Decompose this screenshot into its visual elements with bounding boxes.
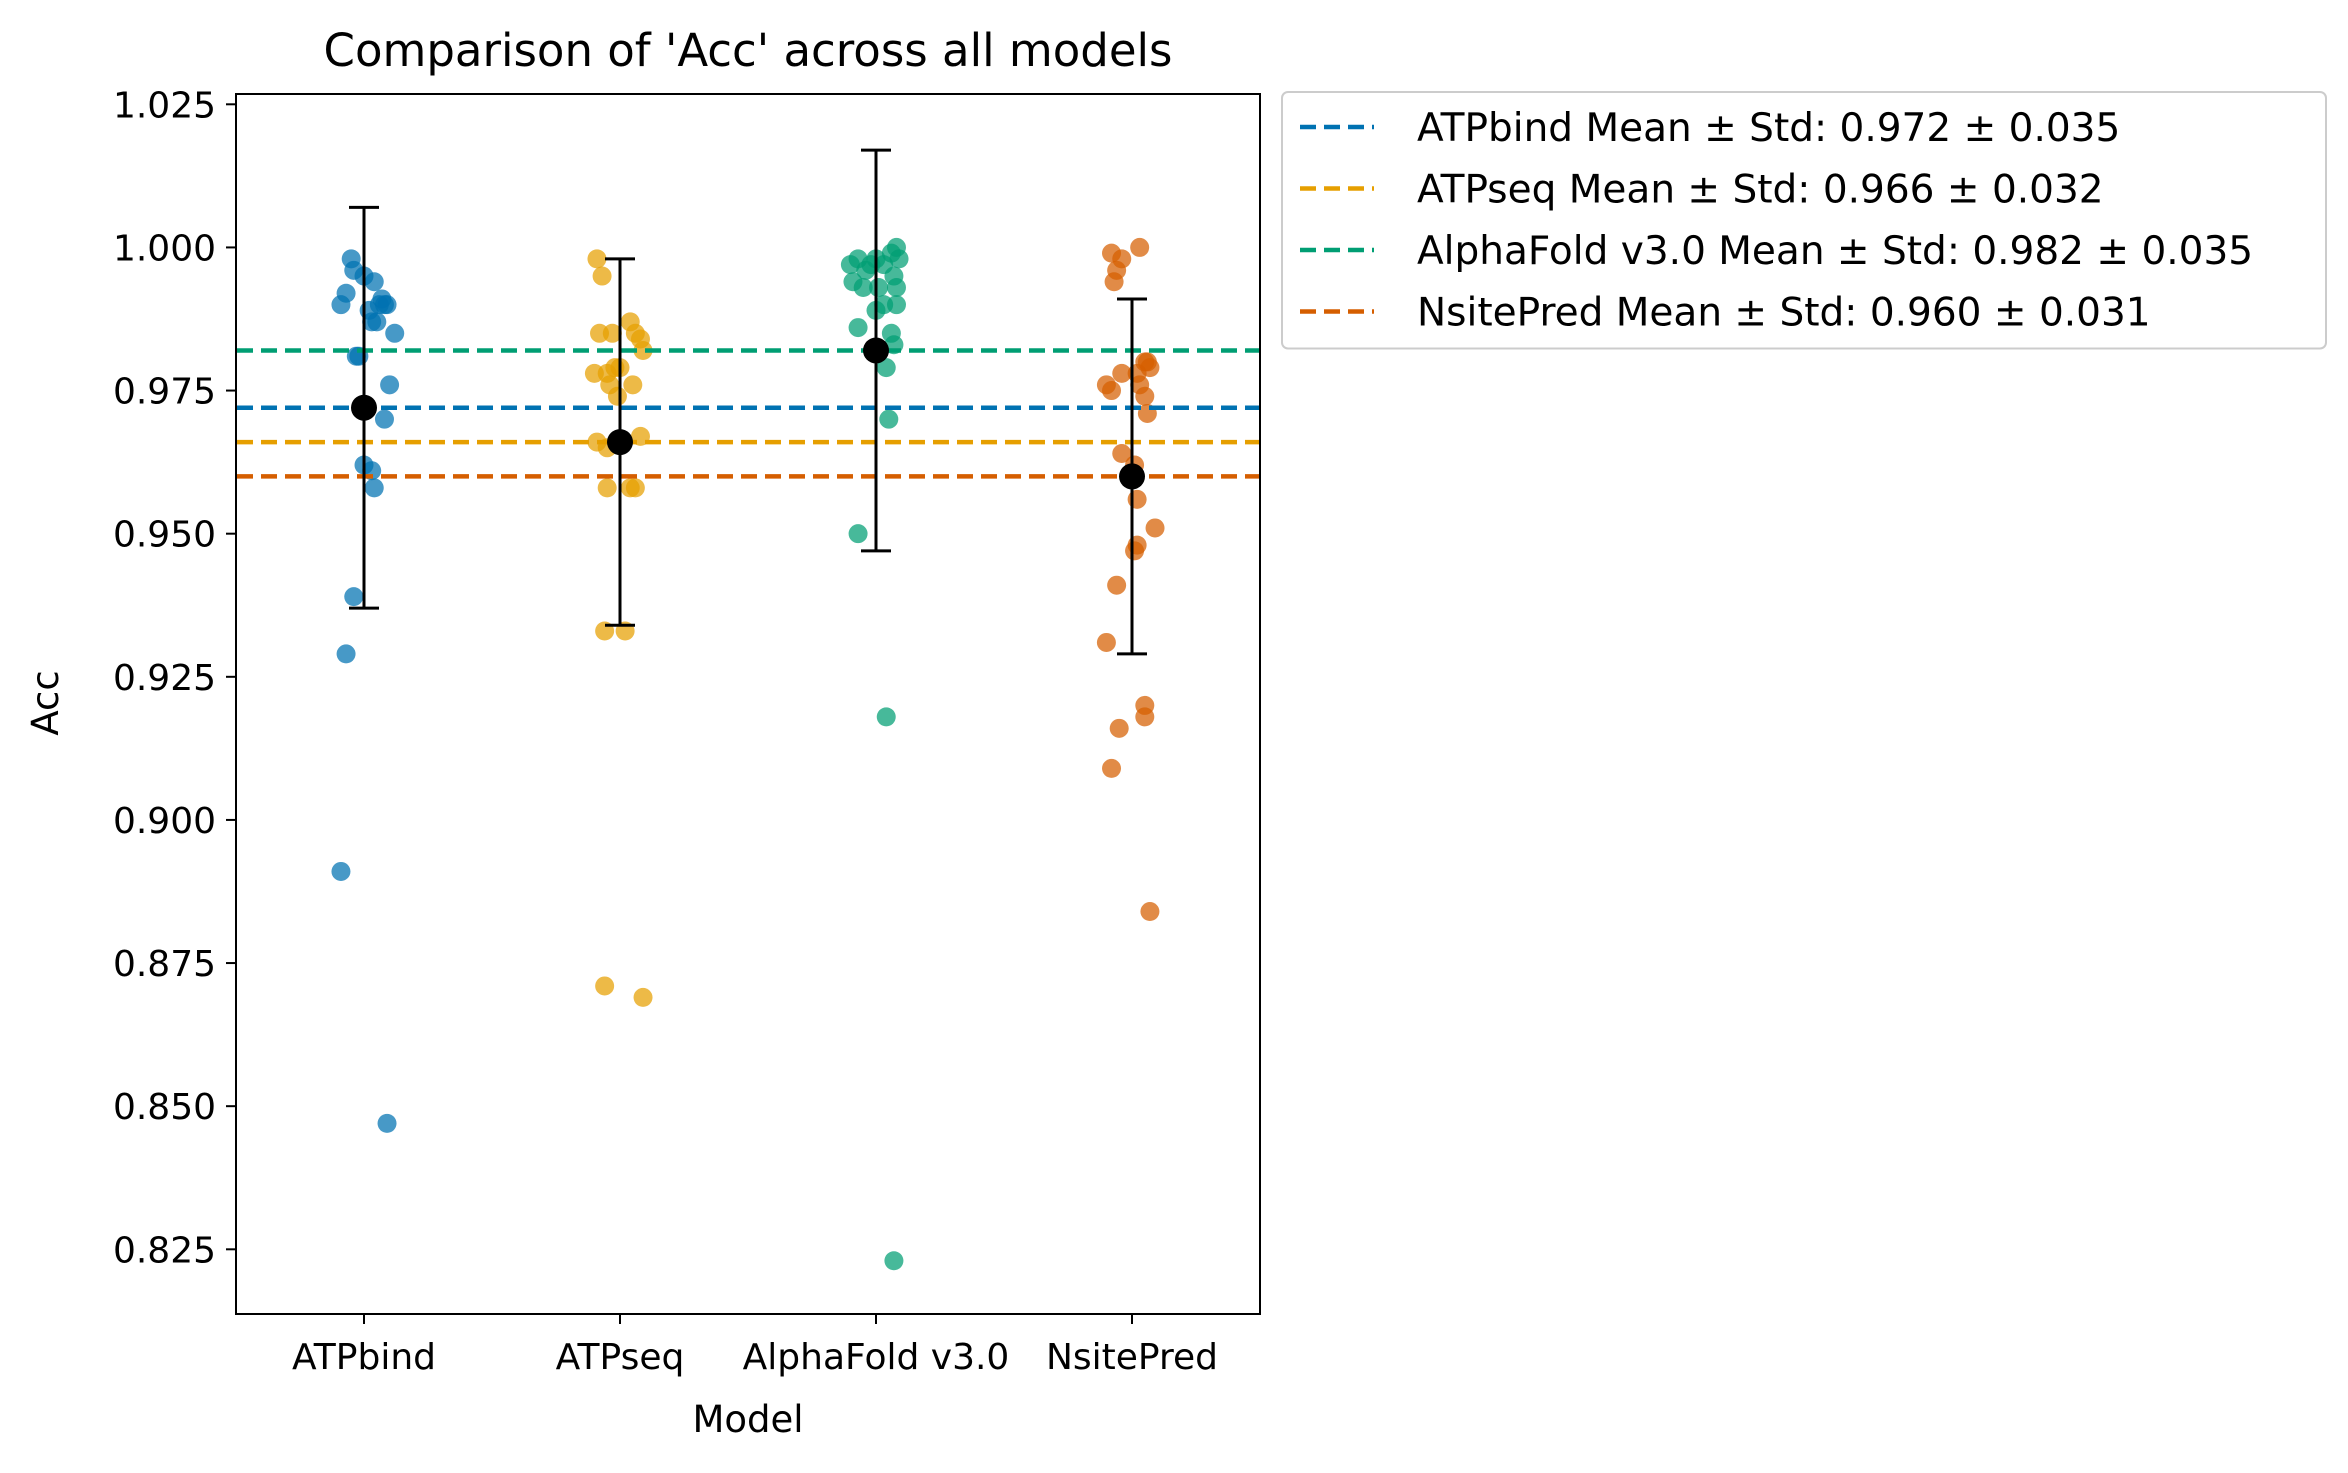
data-point: [344, 587, 364, 607]
data-point: [1125, 541, 1145, 561]
data-point: [380, 375, 400, 395]
data-point: [1102, 758, 1122, 778]
legend: ATPbind Mean ± Std: 0.972 ± 0.035 ATPseq …: [1281, 91, 2327, 350]
mean-marker: [863, 337, 889, 364]
data-point: [1107, 260, 1127, 280]
data-point: [336, 283, 356, 303]
y-tick-label: 1.025: [113, 85, 216, 126]
data-point: [876, 358, 896, 378]
data-point: [1135, 707, 1155, 727]
data-point: [602, 323, 622, 343]
data-point: [886, 295, 906, 315]
data-point: [889, 249, 909, 269]
data-point: [1112, 444, 1132, 464]
mean-marker: [1119, 463, 1145, 490]
data-point: [385, 323, 405, 343]
data-point: [1135, 386, 1155, 406]
legend-label: AlphaFold v3.0 Mean ± Std: 0.982 ± 0.035: [1417, 229, 2253, 274]
data-point: [592, 266, 612, 286]
y-tick-label: 0.875: [113, 944, 216, 985]
data-point: [848, 318, 868, 338]
y-tick-label: 0.900: [113, 801, 216, 842]
data-point: [364, 478, 384, 498]
x-tick-label: ATPseq: [556, 1337, 685, 1378]
data-point: [848, 524, 868, 544]
data-point: [1145, 518, 1165, 538]
y-tick-label: 0.850: [113, 1087, 216, 1128]
data-point: [879, 409, 899, 429]
data-point: [1107, 575, 1127, 595]
data-point: [1102, 381, 1122, 401]
x-tick-label: NsitePred: [1046, 1337, 1218, 1378]
data-point: [595, 976, 615, 996]
y-tick-label: 0.950: [113, 515, 216, 556]
legend-label: NsitePred Mean ± Std: 0.960 ± 0.031: [1417, 291, 2151, 336]
y-tick-label: 0.825: [113, 1230, 216, 1271]
x-tick-label: ATPbind: [292, 1337, 436, 1378]
data-point: [367, 312, 387, 332]
data-point: [1096, 632, 1116, 652]
data-point: [374, 409, 394, 429]
y-tick-label: 1.000: [113, 228, 216, 269]
plot-frame: [235, 93, 1261, 1315]
data-point: [876, 707, 896, 727]
data-point: [597, 478, 617, 498]
data-point: [869, 278, 889, 298]
data-point: [331, 861, 351, 881]
data-point: [633, 340, 653, 360]
legend-label: ATPseq Mean ± Std: 0.966 ± 0.032: [1417, 168, 2104, 213]
data-point: [377, 295, 397, 315]
y-tick-label: 0.925: [113, 658, 216, 699]
data-point: [1112, 363, 1132, 383]
legend-label: ATPbind Mean ± Std: 0.972 ± 0.035: [1417, 106, 2120, 151]
chart-title: Comparison of 'Acc' across all models: [324, 24, 1173, 77]
data-point: [364, 272, 384, 292]
data-point: [1127, 489, 1147, 509]
data-point: [625, 478, 645, 498]
y-axis-label: Acc: [24, 670, 67, 735]
x-axis-label: Model: [692, 1398, 803, 1441]
data-point: [623, 375, 643, 395]
data-point: [633, 987, 653, 1007]
mean-marker: [351, 394, 377, 421]
data-point: [853, 278, 873, 298]
x-tick-label: AlphaFold v3.0: [743, 1337, 1010, 1378]
data-point: [377, 1113, 397, 1133]
y-tick-label: 0.975: [113, 372, 216, 413]
data-point: [1140, 902, 1160, 922]
data-point: [1130, 237, 1150, 257]
legend-box: [1281, 91, 2327, 350]
mean-marker: [607, 429, 633, 456]
data-point: [607, 386, 627, 406]
data-point: [336, 644, 356, 664]
data-point: [587, 249, 607, 269]
data-point: [1109, 718, 1129, 738]
data-point: [886, 278, 906, 298]
plot-area: 0.825 0.850 0.875 0.900 0.925 0.950 0.975 1.000…: [113, 85, 1261, 1378]
data-point: [884, 1251, 904, 1271]
